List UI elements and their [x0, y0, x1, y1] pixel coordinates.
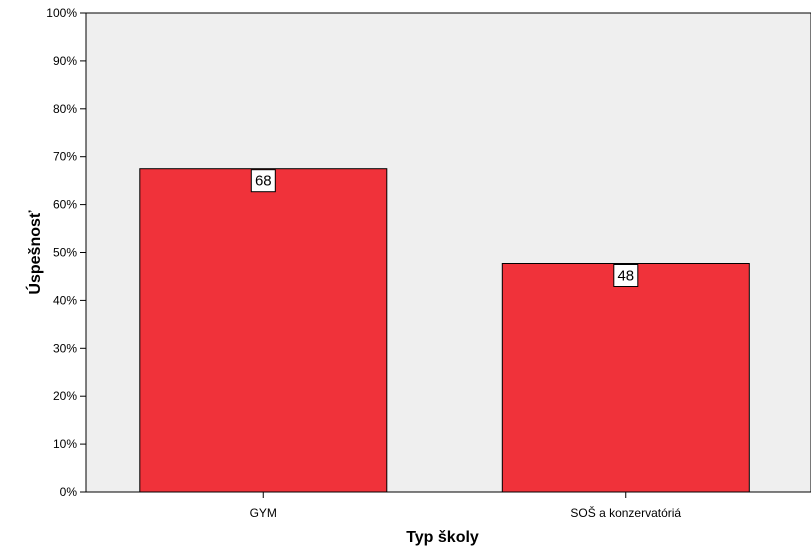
y-tick-label-9: 90%: [53, 54, 77, 68]
y-tick-label-6: 60%: [53, 198, 77, 212]
y-tick-label-0: 0%: [60, 485, 78, 499]
y-tick-label-4: 40%: [53, 293, 77, 307]
y-tick-label-8: 80%: [53, 102, 77, 116]
y-tick-label-3: 30%: [53, 341, 77, 355]
bar-0: [139, 168, 388, 493]
y-axis: 0% 10% 20% 30% 40% 50% 60% 70% 80% 90% 100%: [46, 6, 86, 499]
y-tick-label-2: 20%: [53, 389, 77, 403]
y-axis-title: Úspešnosť: [25, 210, 44, 294]
x-axis: GYM SOŠ a konzervatóriá: [250, 492, 681, 520]
data-label-1: 48: [617, 268, 634, 285]
bar-1: [501, 263, 750, 493]
data-label-box-1: [613, 264, 639, 287]
y-tick-label-1: 10%: [53, 437, 77, 451]
x-tick-label-1: SOŠ a konzervatóriá: [570, 505, 681, 520]
x-axis-title: Typ školy: [406, 529, 479, 546]
y-tick-label-10: 100%: [46, 6, 77, 20]
x-tick-label-0: GYM: [250, 506, 277, 520]
data-label-box-0: [250, 169, 276, 193]
data-label-0: 68: [255, 173, 272, 190]
y-tick-label-5: 50%: [53, 246, 77, 260]
data-labels-group: 68 48: [250, 169, 639, 287]
y-tick-label-7: 70%: [53, 150, 77, 164]
